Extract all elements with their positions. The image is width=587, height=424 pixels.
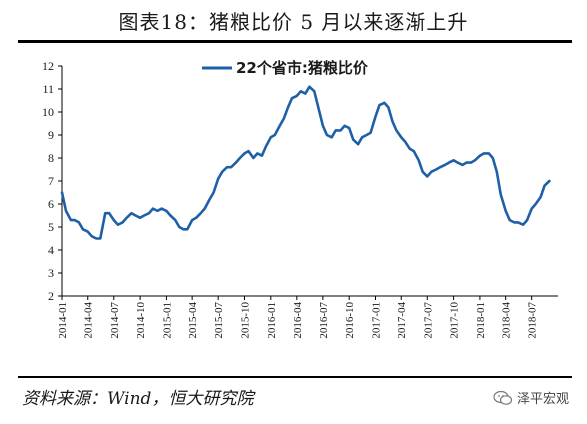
x-tick-label: 2016-10 [344, 302, 356, 339]
x-tick-label: 2018-01 [475, 302, 487, 339]
x-tick-label: 2014-01 [57, 302, 69, 339]
legend-label: 22个省市:猪粮比价 [236, 59, 369, 77]
chart-axes [61, 66, 558, 297]
x-tick-label: 2017-01 [371, 302, 383, 339]
source-note: 资料来源：Wind，恒大研究院 [22, 389, 254, 409]
bottom-rule [18, 376, 572, 378]
x-tick-label: 2015-10 [239, 302, 251, 339]
x-tick-label: 2017-07 [422, 302, 434, 339]
y-tick-label: 4 [48, 243, 54, 257]
x-tick-label: 2014-07 [109, 302, 121, 339]
legend: 22个省市:猪粮比价 [202, 59, 369, 77]
watermark-text: 泽平宏观 [516, 392, 569, 407]
series-line [60, 85, 551, 240]
y-tick-label: 5 [48, 220, 54, 234]
y-axis-ticks: 2 3 4 5 6 7 8 9 10 11 12 [42, 59, 62, 303]
x-tick-label: 2014-10 [135, 302, 147, 339]
y-tick-label: 9 [48, 128, 54, 142]
watermark: 泽平宏观 [493, 388, 569, 407]
x-tick-label: 2015-01 [161, 302, 173, 339]
x-tick-label: 2018-07 [527, 302, 539, 339]
y-tick-label: 2 [48, 289, 54, 303]
y-tick-label: 3 [48, 266, 54, 280]
x-axis-ticks: 2014-01 2014-04 2014-07 2014-10 2015-01 2015-… [57, 296, 539, 339]
y-tick-label: 10 [42, 105, 54, 119]
figure-title: 图表18：猪粮比价 5 月以来逐渐上升 [118, 10, 469, 34]
x-tick-label: 2016-01 [266, 302, 278, 339]
y-tick-label: 11 [42, 82, 54, 96]
x-tick-label: 2015-07 [213, 302, 225, 339]
top-rule [18, 40, 572, 43]
x-tick-label: 2017-10 [449, 302, 461, 339]
x-tick-label: 2018-04 [501, 302, 513, 339]
x-tick-label: 2014-04 [83, 302, 95, 339]
y-tick-label: 6 [48, 197, 54, 211]
y-tick-label: 7 [48, 174, 54, 188]
y-tick-label: 12 [42, 59, 54, 73]
series-layer [60, 85, 551, 240]
wechat-icon [493, 390, 513, 405]
x-tick-label: 2016-07 [318, 302, 330, 339]
x-tick-label: 2017-04 [396, 302, 408, 339]
x-tick-label: 2015-04 [187, 302, 199, 339]
y-tick-label: 8 [48, 151, 54, 165]
x-tick-label: 2016-04 [292, 302, 304, 339]
